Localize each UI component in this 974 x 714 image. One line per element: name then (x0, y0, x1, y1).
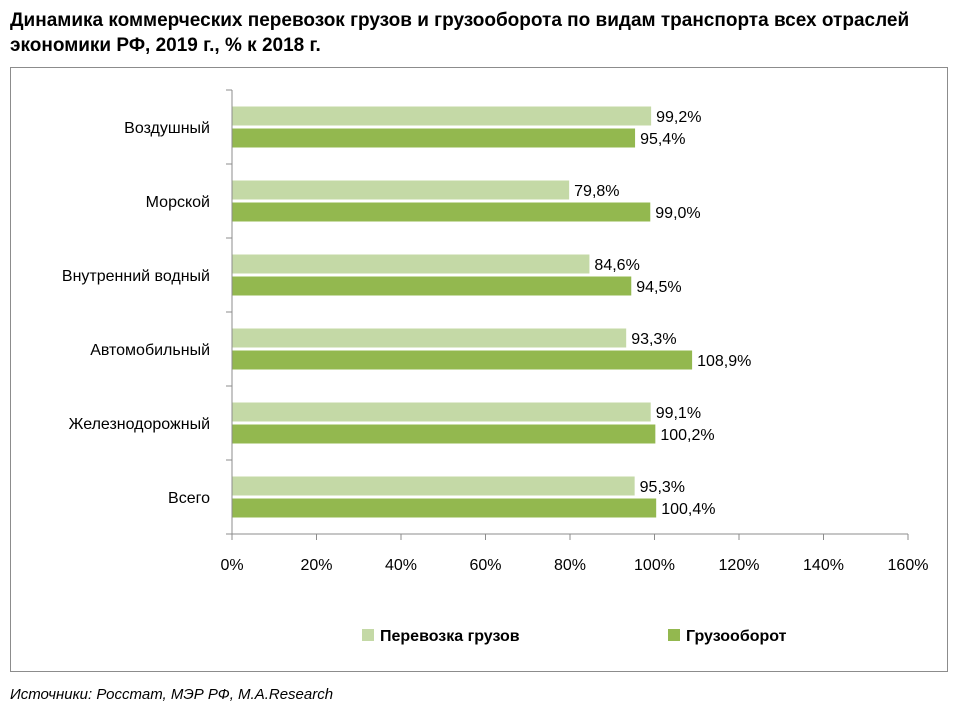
source-note: Источники: Росстат, МЭР РФ, M.A.Research (10, 686, 334, 703)
x-tick-label-4: 80% (554, 557, 586, 574)
legend-swatch-turnover (668, 629, 680, 641)
data-label-turnover-4: 100,2% (660, 427, 714, 444)
bar-cargo-3 (232, 328, 627, 348)
bar-cargo-2 (232, 254, 590, 274)
x-tick-label-5: 100% (634, 557, 675, 574)
bar-cargo-1 (232, 180, 570, 200)
category-label-1: Морской (146, 194, 210, 211)
data-label-turnover-3: 108,9% (697, 353, 751, 370)
bar-turnover-5 (232, 498, 657, 518)
legend-label-cargo: Перевозка грузов (380, 628, 520, 645)
chart-title: Динамика коммерческих перевозок грузов и… (10, 10, 910, 56)
x-tick-label-0: 0% (220, 557, 243, 574)
x-tick-label-7: 140% (803, 557, 844, 574)
bar-cargo-5 (232, 476, 635, 496)
bar-turnover-0 (232, 128, 636, 148)
x-tick-label-3: 60% (469, 557, 501, 574)
x-tick-label-6: 120% (719, 557, 760, 574)
data-label-turnover-2: 94,5% (636, 279, 681, 296)
data-label-cargo-5: 95,3% (640, 479, 685, 496)
legend-label-turnover: Грузооборот (686, 628, 787, 645)
bar-turnover-2 (232, 276, 632, 296)
bar-turnover-4 (232, 424, 656, 444)
bar-turnover-3 (232, 350, 693, 370)
x-tick-label-1: 20% (300, 557, 332, 574)
data-label-cargo-4: 99,1% (656, 405, 701, 422)
category-label-2: Внутренний водный (62, 268, 210, 285)
data-label-cargo-0: 99,2% (656, 109, 701, 126)
data-label-cargo-2: 84,6% (594, 257, 639, 274)
chart-frame (10, 67, 948, 672)
data-label-cargo-1: 79,8% (574, 183, 619, 200)
bar-cargo-4 (232, 402, 651, 422)
data-label-cargo-3: 93,3% (631, 331, 676, 348)
data-label-turnover-1: 99,0% (655, 205, 700, 222)
category-label-3: Автомобильный (90, 342, 210, 359)
data-label-turnover-0: 95,4% (640, 131, 685, 148)
x-tick-label-8: 160% (888, 557, 929, 574)
category-label-0: Воздушный (124, 120, 210, 137)
bar-cargo-0 (232, 106, 652, 126)
legend-swatch-cargo (362, 629, 374, 641)
data-label-turnover-5: 100,4% (661, 501, 715, 518)
category-label-5: Всего (168, 490, 210, 507)
x-tick-label-2: 40% (385, 557, 417, 574)
bar-turnover-1 (232, 202, 651, 222)
category-label-4: Железнодорожный (69, 416, 210, 433)
